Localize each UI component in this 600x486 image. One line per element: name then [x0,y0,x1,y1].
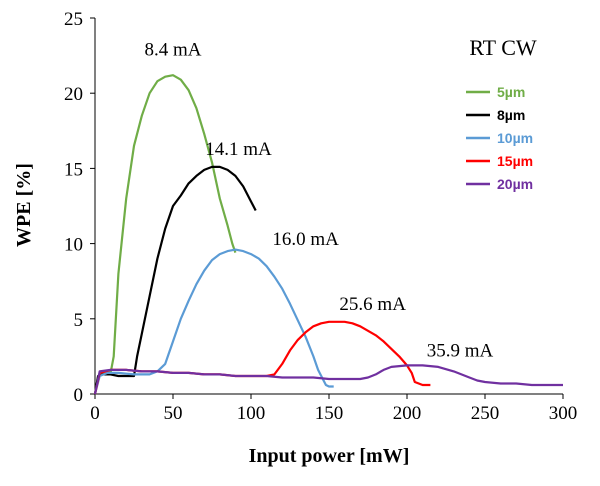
y-tick-label: 20 [64,84,83,105]
rt-cw-label: RT CW [469,35,537,60]
x-tick-label: 250 [471,403,500,424]
current-annotations: 8.4 mA 14.1 mA 16.0 mA 25.6 mA 35.9 mA [145,40,494,362]
legend-entry: 10µm [497,130,533,146]
y-tick-labels: 0 5 10 15 20 25 [64,9,95,406]
x-tick-label: 100 [237,403,266,424]
current-annotation: 16.0 mA [272,229,339,250]
legend-entry: 15µm [497,153,533,169]
y-tick-label: 5 [74,310,84,331]
series-line-2 [93,165,257,395]
series-lines [93,74,563,395]
series-line-3 [93,248,334,395]
y-tick-label: 10 [64,235,83,256]
current-annotation: 14.1 mA [205,139,272,160]
current-annotation: 8.4 mA [145,40,202,61]
current-annotation: 35.9 mA [427,340,494,361]
series-line-4 [93,320,431,395]
legend-entry: 8µm [497,107,525,123]
series-line-5 [93,364,563,395]
x-tick-label: 200 [393,403,422,424]
plot-area: 0 50 100 150 200 250 300 0 5 10 15 20 25 8.4 mA 14.1… [64,9,577,424]
y-axis-label: WPE [%] [13,163,35,247]
x-tick-labels: 0 50 100 150 200 250 300 [90,394,577,424]
x-tick-label: 0 [90,403,100,424]
x-tick-label: 300 [549,403,578,424]
x-axis-label: Input power [mW] [249,445,410,467]
legend-entry: 20µm [497,176,533,192]
current-annotation: 25.6 mA [339,294,406,315]
legend-entry: 5µm [497,84,525,100]
x-tick-label: 150 [315,403,344,424]
x-tick-label: 50 [164,403,183,424]
legend: 5µm 8µm 10µm 15µm 20µm [466,84,533,192]
y-tick-label: 15 [64,159,83,180]
y-tick-label: 0 [74,385,84,406]
y-tick-label: 25 [64,9,83,30]
series-line-1 [93,74,237,395]
